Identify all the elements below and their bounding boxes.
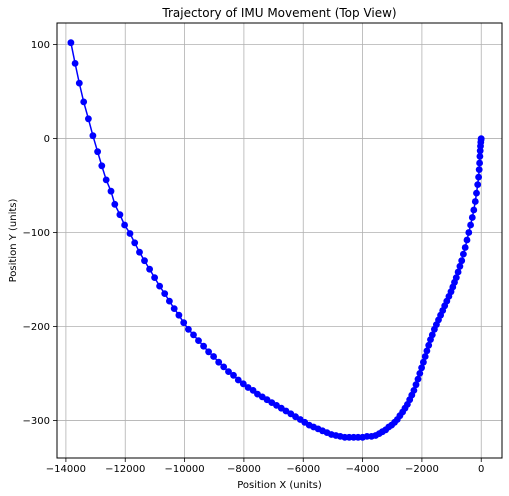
trajectory-point bbox=[156, 282, 164, 290]
y-tick-label: −200 bbox=[23, 322, 50, 333]
trajectory-point bbox=[414, 375, 422, 383]
y-axis-label: Position Y (units) bbox=[8, 199, 19, 283]
ticks: −14000 −12000 −10000 −8000 −6000 −4000 −2000 01… bbox=[23, 40, 485, 475]
trajectory-point bbox=[452, 274, 460, 281]
trajectory-point bbox=[185, 325, 192, 333]
trajectory-point bbox=[420, 358, 427, 366]
trajectory-point bbox=[225, 368, 232, 375]
trajectory-point bbox=[477, 135, 485, 143]
x-tick-label: −8000 bbox=[227, 464, 261, 475]
trajectory-point bbox=[456, 262, 464, 270]
chart-title: Trajectory of IMU Movement (Top View) bbox=[161, 6, 396, 20]
trajectory-point bbox=[234, 376, 242, 384]
trajectory-point bbox=[463, 236, 471, 244]
trajectory-point bbox=[460, 250, 467, 258]
trajectory-point bbox=[121, 221, 128, 229]
x-tick-label: −2000 bbox=[405, 464, 439, 475]
series-layer bbox=[67, 39, 485, 441]
x-tick-label: 0 bbox=[478, 464, 484, 475]
trajectory-point bbox=[94, 148, 101, 156]
trajectory-point bbox=[180, 319, 188, 327]
x-axis-label: Position X (units) bbox=[237, 480, 322, 491]
trajectory-point bbox=[423, 347, 431, 355]
trajectory-point bbox=[473, 189, 480, 197]
trajectory-point bbox=[421, 353, 429, 360]
trajectory-point bbox=[80, 98, 88, 106]
trajectory-point bbox=[476, 153, 484, 160]
trajectory-point bbox=[468, 214, 476, 221]
trajectory-point bbox=[67, 39, 75, 47]
trajectory-point bbox=[71, 60, 79, 67]
trajectory-point bbox=[454, 268, 462, 276]
trajectory-point bbox=[239, 380, 247, 388]
trajectory-point bbox=[425, 341, 433, 349]
trajectory-point bbox=[161, 290, 169, 297]
trajectory-point bbox=[195, 337, 202, 344]
x-tick-label: −4000 bbox=[346, 464, 380, 475]
trajectory-point bbox=[244, 384, 252, 391]
trajectory-point bbox=[146, 265, 154, 273]
trajectory-point bbox=[141, 257, 148, 265]
trajectory-point bbox=[465, 229, 473, 236]
trajectory-point bbox=[458, 257, 466, 265]
y-tick-label: −100 bbox=[23, 228, 50, 239]
trajectory-point bbox=[166, 297, 173, 305]
trajectory-point bbox=[412, 381, 420, 389]
trajectory-point bbox=[416, 370, 424, 377]
trajectory-point bbox=[418, 364, 425, 372]
x-tick-label: −6000 bbox=[286, 464, 320, 475]
x-tick-label: −10000 bbox=[164, 464, 204, 475]
y-tick-label: −300 bbox=[23, 416, 50, 427]
trajectory-point bbox=[471, 198, 479, 205]
trajectory-point bbox=[467, 221, 474, 229]
y-tick-label: 0 bbox=[44, 134, 50, 145]
plot-frame bbox=[56, 22, 503, 459]
trajectory-point bbox=[470, 206, 478, 214]
trajectory-point bbox=[190, 331, 197, 339]
trajectory-point bbox=[210, 353, 218, 360]
trajectory-point bbox=[126, 230, 134, 237]
trajectory-point bbox=[151, 274, 159, 281]
trajectory-point bbox=[475, 166, 483, 174]
trajectory-point bbox=[200, 342, 208, 350]
trajectory-point bbox=[131, 239, 139, 247]
trajectory-point bbox=[75, 79, 83, 87]
trajectory-point bbox=[107, 187, 115, 195]
trajectory-point bbox=[116, 211, 124, 219]
trajectory-point bbox=[410, 387, 418, 394]
trajectory-point bbox=[461, 244, 469, 251]
trajectory-point bbox=[111, 200, 119, 208]
trajectory-point bbox=[170, 305, 178, 312]
trajectory-point bbox=[476, 159, 483, 167]
y-tick-label: 100 bbox=[31, 40, 50, 51]
trajectory-point bbox=[85, 115, 92, 123]
trajectory-point bbox=[98, 162, 106, 170]
trajectory-point bbox=[428, 331, 436, 339]
trajectory-point bbox=[102, 176, 110, 184]
trajectory-point bbox=[474, 181, 482, 189]
trajectory-point bbox=[475, 173, 482, 181]
x-tick-label: −12000 bbox=[105, 464, 145, 475]
trajectory-point bbox=[230, 371, 237, 379]
trajectory-point bbox=[220, 363, 228, 371]
trajectory-point bbox=[205, 348, 213, 356]
trajectory-point bbox=[89, 132, 97, 140]
x-tick-label: −14000 bbox=[46, 464, 86, 475]
trajectory-point bbox=[175, 311, 183, 319]
trajectory-point bbox=[136, 248, 143, 256]
trajectory-point bbox=[215, 358, 223, 366]
